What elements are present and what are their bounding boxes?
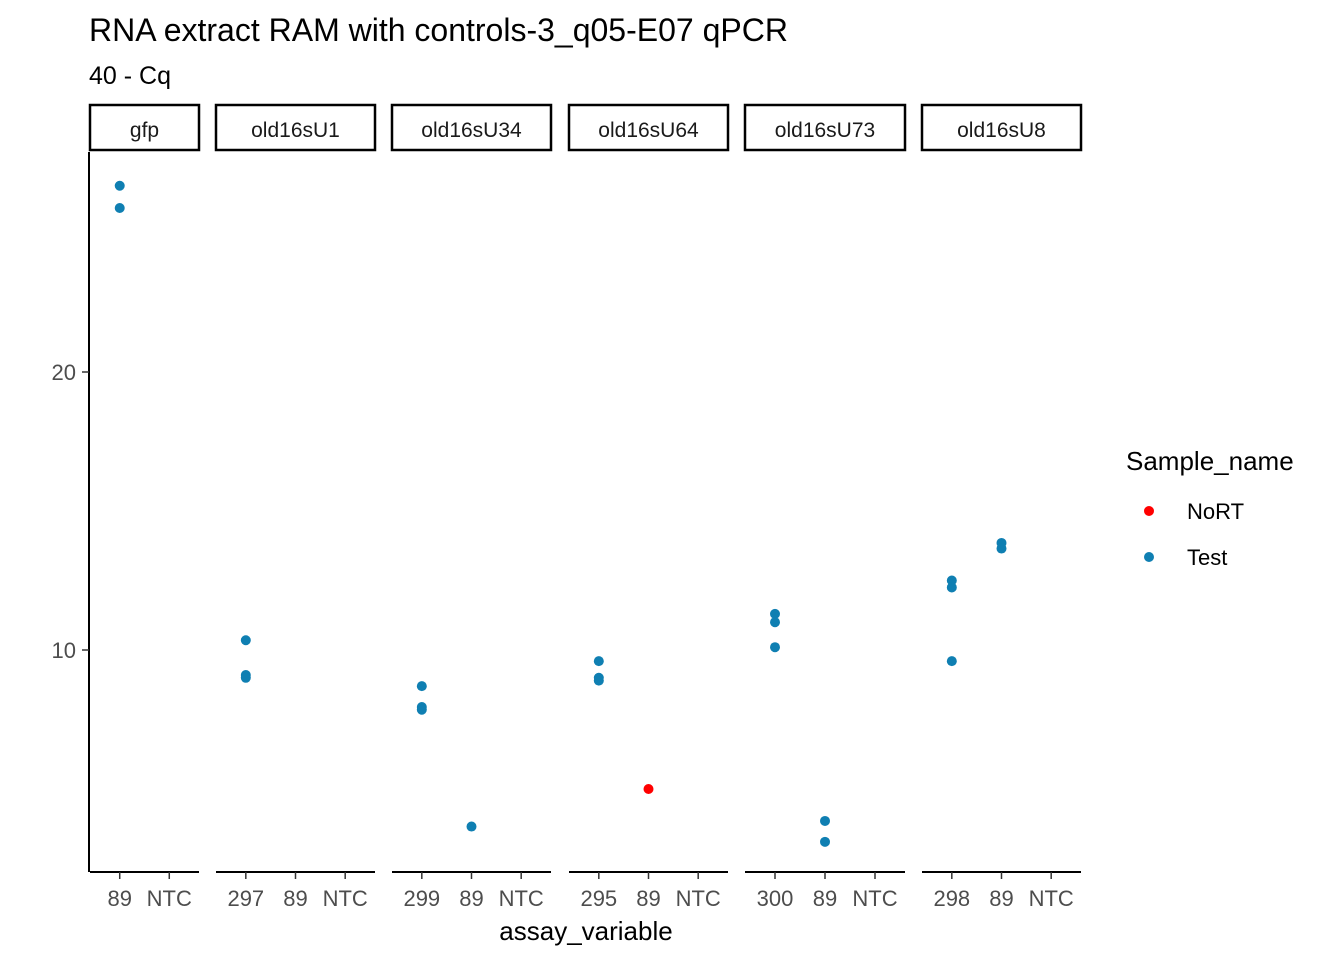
x-tick-label: 300 — [757, 886, 794, 911]
chart-subtitle: 40 - Cq — [89, 62, 171, 90]
x-tick-label: 295 — [580, 886, 617, 911]
data-point — [593, 675, 604, 686]
x-tick-label: 89 — [813, 886, 837, 911]
facet-strip — [743, 103, 907, 152]
data-point — [820, 815, 830, 826]
facet-strip-label: old16sU73 — [775, 119, 875, 142]
plot-area: 10 20 gfp 89 NTC old16sU1 297 89 NTC old16sU34 299… — [52, 103, 1083, 911]
facet-strip-label: old16sU8 — [957, 119, 1046, 142]
data-point — [416, 704, 427, 715]
legend-label-nort: NoRT — [1187, 499, 1244, 524]
x-tick-label: 299 — [403, 886, 440, 911]
chart-title: RNA extract RAM with controls-3_q05-E07 … — [89, 12, 788, 48]
x-tick-label: 89 — [636, 886, 660, 911]
data-point — [770, 617, 780, 628]
legend-label-test: Test — [1187, 545, 1227, 570]
legend: Sample_name NoRT Test — [1126, 446, 1294, 570]
facet-strip — [214, 103, 377, 152]
x-tick-label: 89 — [459, 886, 483, 911]
legend-key-nort — [1144, 506, 1154, 516]
x-tick-label: NTC — [852, 886, 897, 911]
data-point — [114, 180, 125, 191]
data-point — [593, 656, 604, 667]
facet-strip — [88, 103, 201, 152]
facet-strip-label: gfp — [130, 119, 159, 142]
x-axis-title: assay_variable — [499, 916, 672, 946]
data-point — [240, 635, 251, 646]
x-tick-label: 89 — [107, 886, 131, 911]
data-point — [946, 656, 957, 667]
x-tick-label: NTC — [1029, 886, 1074, 911]
y-tick-label: 20 — [52, 360, 76, 385]
data-point — [466, 821, 477, 832]
facet-strip — [390, 103, 553, 152]
data-point — [946, 575, 957, 586]
legend-key-test — [1144, 552, 1154, 562]
y-tick-label: 10 — [52, 638, 76, 663]
data-point — [240, 672, 251, 683]
data-point — [114, 202, 125, 213]
data-point — [996, 543, 1007, 554]
data-point — [946, 582, 957, 593]
x-tick-label: NTC — [147, 886, 192, 911]
data-point — [416, 681, 427, 692]
data-point — [820, 836, 830, 847]
x-tick-label: 298 — [933, 886, 970, 911]
x-tick-label: NTC — [676, 886, 721, 911]
x-tick-label: 89 — [989, 886, 1013, 911]
legend-title: Sample_name — [1126, 446, 1294, 476]
facet-strip-label: old16sU1 — [251, 119, 340, 142]
facet-strip-label: old16sU34 — [421, 119, 522, 142]
data-point — [770, 608, 780, 619]
data-point — [770, 642, 780, 653]
x-tick-label: NTC — [499, 886, 544, 911]
x-tick-label: NTC — [323, 886, 368, 911]
x-tick-label: 89 — [283, 886, 307, 911]
facet-strip — [920, 103, 1083, 152]
x-tick-label: 297 — [227, 886, 264, 911]
data-point — [643, 784, 654, 794]
facet-strip — [567, 103, 730, 152]
facet-strip-label: old16sU64 — [598, 119, 699, 142]
